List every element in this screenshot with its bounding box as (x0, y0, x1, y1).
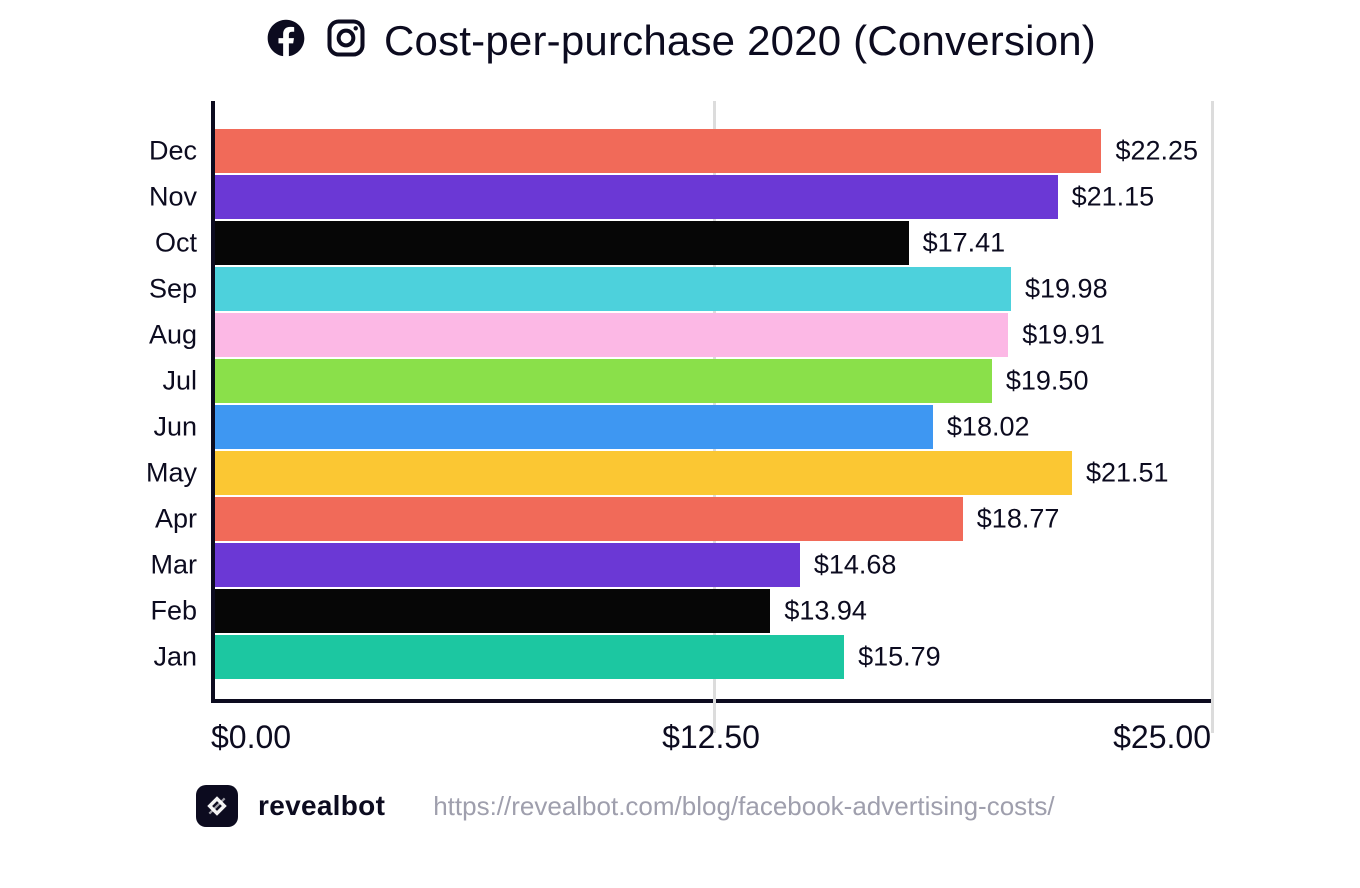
facebook-icon (264, 16, 308, 65)
category-label: Feb (150, 596, 197, 627)
bar (215, 359, 992, 403)
value-label: $22.25 (1115, 136, 1198, 167)
bar (215, 451, 1072, 495)
value-label: $18.77 (977, 504, 1060, 535)
bar (215, 405, 933, 449)
category-label: Jan (153, 642, 197, 673)
chart-row: Apr$18.77 (215, 497, 1211, 541)
category-label: Jun (153, 412, 197, 443)
bar (215, 589, 770, 633)
chart-row: Aug$19.91 (215, 313, 1211, 357)
value-label: $21.15 (1072, 182, 1155, 213)
category-label: May (146, 458, 197, 489)
x-tick-label: $25.00 (1113, 719, 1211, 756)
bar (215, 543, 800, 587)
chart-row: Mar$14.68 (215, 543, 1211, 587)
value-label: $13.94 (784, 596, 867, 627)
chart-row: Jan$15.79 (215, 635, 1211, 679)
category-label: Nov (149, 182, 197, 213)
plot-area: Dec$22.25Nov$21.15Oct$17.41Sep$19.98Aug$… (211, 101, 1211, 703)
value-label: $15.79 (858, 642, 941, 673)
source-url: https://revealbot.com/blog/facebook-adve… (433, 791, 1054, 822)
revealbot-logo-icon (196, 785, 238, 827)
chart-row: Jun$18.02 (215, 405, 1211, 449)
gridline (1211, 101, 1214, 733)
bar-chart: Dec$22.25Nov$21.15Oct$17.41Sep$19.98Aug$… (211, 101, 1211, 759)
chart-row: May$21.51 (215, 451, 1211, 495)
x-tick-label: $0.00 (211, 719, 291, 756)
value-label: $19.98 (1025, 274, 1108, 305)
category-label: Mar (151, 550, 198, 581)
category-label: Dec (149, 136, 197, 167)
value-label: $18.02 (947, 412, 1030, 443)
category-label: Aug (149, 320, 197, 351)
bar (215, 129, 1101, 173)
value-label: $14.68 (814, 550, 897, 581)
chart-row: Dec$22.25 (215, 129, 1211, 173)
bar (215, 267, 1011, 311)
bar (215, 313, 1008, 357)
chart-title: Cost-per-purchase 2020 (Conversion) (384, 17, 1096, 65)
value-label: $19.50 (1006, 366, 1089, 397)
value-label: $17.41 (923, 228, 1006, 259)
chart-card: Cost-per-purchase 2020 (Conversion) Dec$… (0, 0, 1360, 851)
bar (215, 497, 963, 541)
category-label: Sep (149, 274, 197, 305)
category-label: Oct (155, 228, 197, 259)
bar (215, 635, 844, 679)
brand-name: revealbot (258, 790, 385, 822)
bar (215, 221, 909, 265)
category-label: Jul (162, 366, 197, 397)
x-tick-label: $12.50 (662, 719, 760, 756)
chart-row: Feb$13.94 (215, 589, 1211, 633)
footer: revealbot https://revealbot.com/blog/fac… (196, 785, 1304, 827)
chart-row: Sep$19.98 (215, 267, 1211, 311)
value-label: $21.51 (1086, 458, 1169, 489)
chart-row: Oct$17.41 (215, 221, 1211, 265)
x-axis-ticks: $0.00 $12.50 $25.00 (211, 703, 1211, 759)
value-label: $19.91 (1022, 320, 1105, 351)
bar (215, 175, 1058, 219)
chart-row: Jul$19.50 (215, 359, 1211, 403)
title-row: Cost-per-purchase 2020 (Conversion) (56, 16, 1304, 65)
instagram-icon (324, 16, 368, 65)
category-label: Apr (155, 504, 197, 535)
chart-row: Nov$21.15 (215, 175, 1211, 219)
